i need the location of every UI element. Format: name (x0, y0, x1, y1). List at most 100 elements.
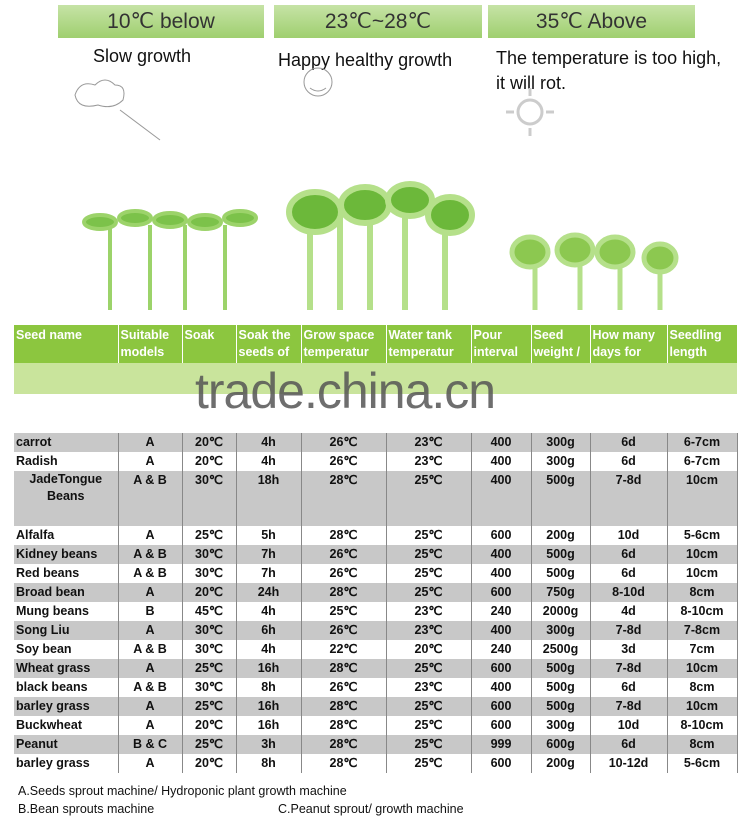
table-cell: 7-8d (590, 471, 668, 526)
table-cell: 5h (236, 526, 302, 545)
table-cell: 400 (471, 433, 532, 452)
table-cell: 750g (531, 583, 591, 602)
table-cell: barley grass (14, 697, 119, 716)
note-c: C.Peanut sprout/ growth machine (278, 802, 464, 816)
table-cell: 500g (531, 697, 591, 716)
table-cell: A & B (118, 678, 183, 697)
table-row: Broad bean A 20℃ 24h 28℃ 25℃ 600 750g 8-10d 8cm (14, 583, 738, 602)
table-cell: 500g (531, 659, 591, 678)
table-cell: Alfalfa (14, 526, 119, 545)
column-header: Soak the seeds of (236, 325, 302, 363)
table-cell: 10cm (667, 564, 738, 583)
table-cell: 4h (236, 602, 302, 621)
table-row: Alfalfa A 25℃ 5h 28℃ 25℃ 600 200g 10d 5-6cm (14, 526, 738, 545)
table-cell: 25℃ (386, 659, 472, 678)
note-a: A.Seeds sprout machine/ Hydroponic plant… (18, 784, 347, 798)
table-cell: 16h (236, 659, 302, 678)
table-cell: 4h (236, 433, 302, 452)
table-cell: 23℃ (386, 678, 472, 697)
table-cell: 6d (590, 452, 668, 471)
table-cell: 25℃ (182, 659, 237, 678)
table-cell: A (118, 583, 183, 602)
table-cell: 600 (471, 754, 532, 773)
table-cell: 28℃ (301, 583, 387, 602)
table-cell: Buckwheat (14, 716, 119, 735)
table-cell: A (118, 526, 183, 545)
column-header: Soak (182, 325, 237, 363)
table-cell: 300g (531, 433, 591, 452)
table-cell: 6h (236, 621, 302, 640)
table-cell: 600 (471, 716, 532, 735)
column-header: How many days for (590, 325, 668, 363)
table-row: barley grass A 25℃ 16h 28℃ 25℃ 600 500g 7-8d 10cm (14, 697, 738, 716)
table-cell: 25℃ (386, 526, 472, 545)
table-cell: 8-10cm (667, 602, 738, 621)
table-row: Kidney beans A & B 30℃ 7h 26℃ 25℃ 400 500g 6d 10c… (14, 545, 738, 564)
caption-cold: Slow growth (93, 46, 192, 66)
table-cell: 10d (590, 526, 668, 545)
table-cell: 600 (471, 659, 532, 678)
table-cell: 25℃ (386, 583, 472, 602)
column-header: Seedling length (667, 325, 738, 363)
table-cell: 45℃ (182, 602, 237, 621)
table-cell: 23℃ (386, 452, 472, 471)
table-cell: 4d (590, 602, 668, 621)
table-cell: 26℃ (301, 545, 387, 564)
table-cell: Red beans (14, 564, 119, 583)
table-cell: carrot (14, 433, 119, 452)
table-cell: A & B (118, 545, 183, 564)
header-band (14, 362, 737, 394)
cold-cloud-icon (74, 79, 161, 141)
caption-hot: The temperature is too high, it will rot… (496, 48, 722, 93)
table-cell: 200g (531, 526, 591, 545)
table-cell: A (118, 621, 183, 640)
table-cell: 7-8d (590, 621, 668, 640)
table-cell: 26℃ (301, 452, 387, 471)
panel-ideal-title: 23℃~28℃ (274, 5, 482, 38)
table-cell: 28℃ (301, 697, 387, 716)
table-cell: 300g (531, 621, 591, 640)
table-cell: 26℃ (301, 678, 387, 697)
sprout-illustrations (74, 67, 679, 310)
table-cell: 6-7cm (667, 452, 738, 471)
table-cell: 25℃ (386, 716, 472, 735)
table-cell: 400 (471, 621, 532, 640)
cold-sprouts (82, 209, 258, 310)
table-cell: 23℃ (386, 621, 472, 640)
table-cell: B & C (118, 735, 183, 754)
table-cell: 240 (471, 602, 532, 621)
table-cell: 25℃ (386, 735, 472, 754)
table-cell: 4h (236, 452, 302, 471)
sun-icon (506, 88, 554, 136)
table-cell: 20℃ (182, 754, 237, 773)
table-cell: barley grass (14, 754, 119, 773)
table-cell: 20℃ (182, 433, 237, 452)
table-cell: 400 (471, 564, 532, 583)
table-cell: A (118, 697, 183, 716)
table-cell: 6d (590, 735, 668, 754)
table-cell: 6d (590, 545, 668, 564)
table-cell: 500g (531, 678, 591, 697)
table-cell: A (118, 659, 183, 678)
table-cell: 400 (471, 678, 532, 697)
table-cell: 2500g (531, 640, 591, 659)
table-cell: 999 (471, 735, 532, 754)
table-cell: 400 (471, 545, 532, 564)
table-cell: 28℃ (301, 526, 387, 545)
table-cell: 10cm (667, 697, 738, 716)
table-cell: 28℃ (301, 716, 387, 735)
table-cell: 400 (471, 471, 532, 526)
table-cell: 600g (531, 735, 591, 754)
table-cell: A & B (118, 471, 183, 526)
table-cell: 10cm (667, 659, 738, 678)
table-cell: 7h (236, 564, 302, 583)
table-cell: 500g (531, 545, 591, 564)
table-cell: 16h (236, 697, 302, 716)
table-cell: 24h (236, 583, 302, 602)
table-cell: 7-8cm (667, 621, 738, 640)
table-cell: 30℃ (182, 471, 237, 526)
table-cell: 5-6cm (667, 526, 738, 545)
table-cell: A (118, 754, 183, 773)
table-cell: A (118, 716, 183, 735)
table-cell: 20℃ (182, 716, 237, 735)
